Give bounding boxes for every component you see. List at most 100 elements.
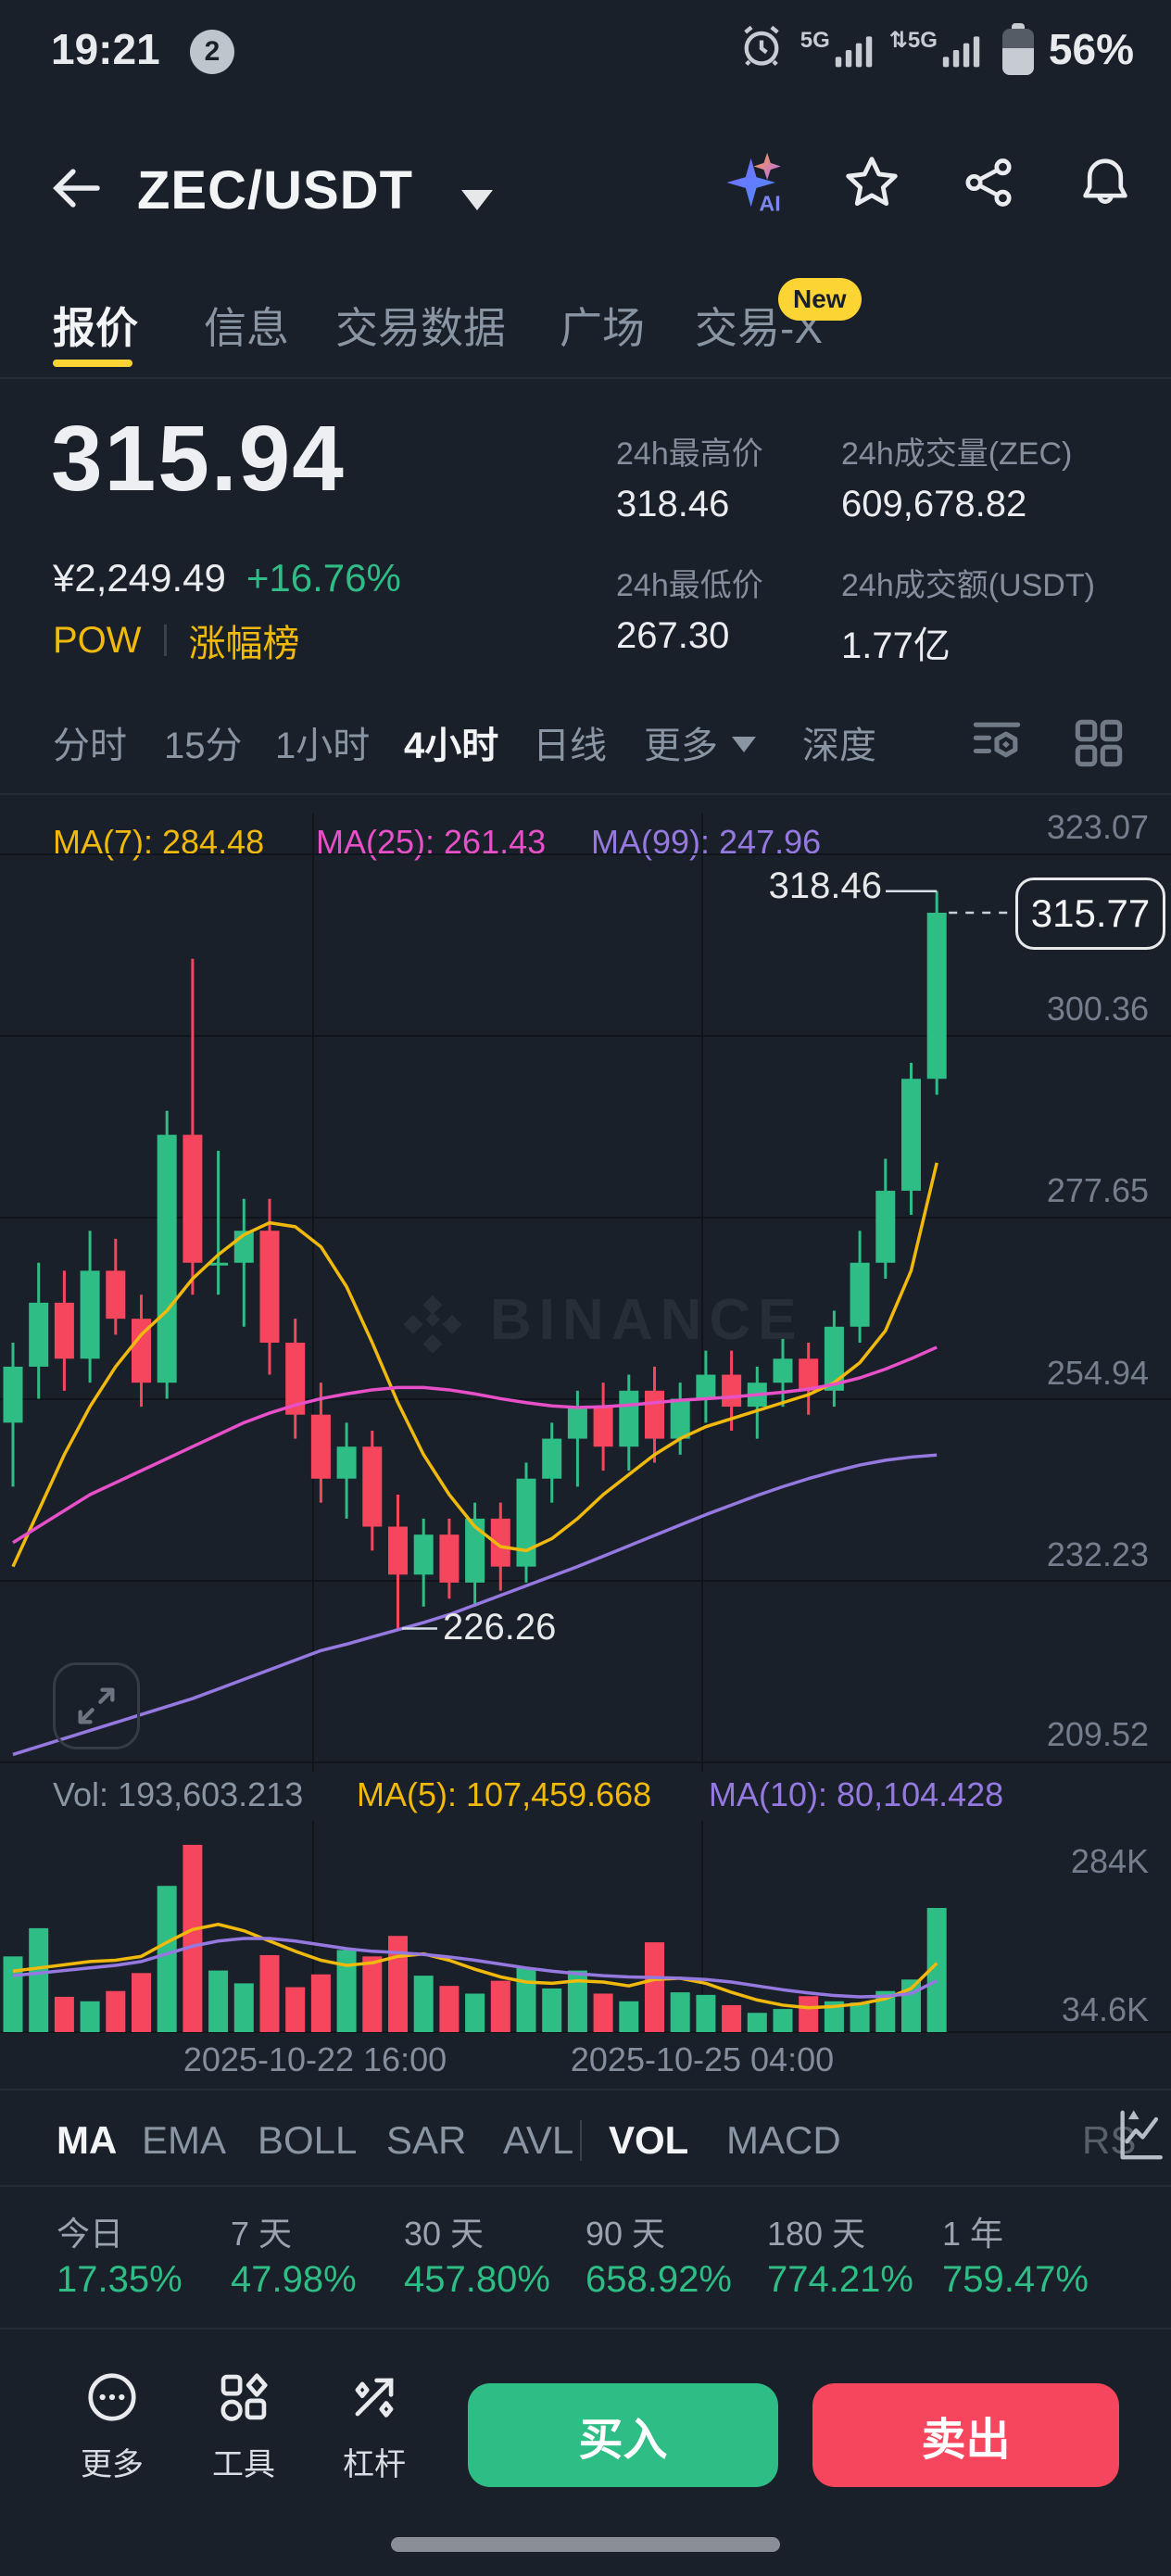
stat-low-value: 267.30 xyxy=(616,615,730,656)
battery-icon xyxy=(1001,22,1034,75)
home-indicator[interactable] xyxy=(391,2537,780,2552)
indicator-tabs-separator xyxy=(580,2120,582,2161)
leverage-button[interactable]: 杠杆 xyxy=(323,2368,425,2484)
tf-more-caret[interactable] xyxy=(732,737,756,752)
stat-turnover-label: 24h成交额(USDT) xyxy=(841,568,1095,603)
vol-axis-tick: 34.6K xyxy=(1061,1990,1149,2028)
fiat-price-row: ¥2,249.49 +16.76% xyxy=(53,556,401,600)
perf-30d-value: 457.80% xyxy=(404,2259,550,2300)
perf-90d-label: 90 天 xyxy=(586,2215,666,2253)
indicator-tab-ma[interactable]: MA xyxy=(57,2118,118,2162)
y-axis-tick: 254.94 xyxy=(1046,1354,1149,1392)
tab-quote[interactable]: 报价 xyxy=(53,304,138,352)
perf-180d-value: 774.21% xyxy=(767,2259,913,2300)
pair-title[interactable]: ZEC/USDT xyxy=(137,160,413,221)
tag-pow[interactable]: POW xyxy=(53,619,142,661)
status-time: 19:21 xyxy=(51,25,160,73)
tf-1h[interactable]: 1小时 xyxy=(275,726,371,766)
alarm-icon xyxy=(737,22,786,75)
y-axis-tick: 232.23 xyxy=(1046,1535,1149,1573)
tag-row: POW 涨幅榜 xyxy=(53,613,300,667)
divider xyxy=(0,2328,1171,2330)
more-button[interactable]: 更多 xyxy=(61,2368,163,2484)
status-right-cluster: 5G ⇅5G 56% xyxy=(737,22,1134,75)
indicator-tab-macd[interactable]: MACD xyxy=(726,2118,841,2162)
volume-chart[interactable] xyxy=(0,1821,1171,2037)
pair-dropdown-caret[interactable] xyxy=(461,190,493,210)
perf-1y-value: 759.47% xyxy=(942,2259,1089,2300)
divider xyxy=(0,377,1171,379)
binance-watermark: BINANCE xyxy=(394,1281,803,1358)
x-axis-date: 2025-10-25 04:00 xyxy=(570,2040,835,2078)
header-actions: AI xyxy=(723,150,1138,216)
y-axis-tick: 300.36 xyxy=(1046,990,1149,1028)
fullscreen-expand-button[interactable] xyxy=(53,1662,140,1749)
tf-depth[interactable]: 深度 xyxy=(802,726,876,766)
indicator-tab-ema[interactable]: EMA xyxy=(142,2118,227,2162)
binance-logo-icon xyxy=(403,1294,462,1354)
more-ellipsis-icon xyxy=(88,2373,136,2421)
perf-180d-label: 180 天 xyxy=(767,2215,866,2253)
tf-4h[interactable]: 4小时 xyxy=(404,726,499,766)
more-label: 更多 xyxy=(81,2447,144,2482)
perf-7d-label: 7 天 xyxy=(231,2215,293,2253)
tools-shapes-icon xyxy=(220,2373,268,2421)
tf-minute[interactable]: 分时 xyxy=(53,726,127,766)
back-button[interactable] xyxy=(46,156,111,221)
stat-turnover-value: 1.77亿 xyxy=(841,625,951,666)
stat-low-label: 24h最低价 xyxy=(616,568,763,603)
sell-button[interactable]: 卖出 xyxy=(812,2383,1119,2487)
stat-volume-value: 609,678.82 xyxy=(841,484,1027,524)
change-percent: +16.76% xyxy=(246,556,401,600)
share-icon[interactable] xyxy=(956,150,1021,215)
tf-1d[interactable]: 日线 xyxy=(533,726,607,766)
tab-square[interactable]: 广场 xyxy=(560,304,645,352)
tag-gainers-rank[interactable]: 涨幅榜 xyxy=(188,624,300,664)
buy-button[interactable]: 买入 xyxy=(468,2383,778,2487)
perf-today-label: 今日 xyxy=(57,2215,124,2253)
y-axis-tick: 277.65 xyxy=(1046,1171,1149,1209)
battery-percent: 56% xyxy=(1048,24,1134,73)
new-badge: New xyxy=(778,278,862,321)
perf-30d-label: 30 天 xyxy=(404,2215,485,2253)
vol-ma10-legend: MA(10): 80,104.428 xyxy=(709,1775,1004,1813)
tab-trading-data[interactable]: 交易数据 xyxy=(335,304,506,352)
fiat-price: ¥2,249.49 xyxy=(53,556,226,600)
candlestick-chart[interactable] xyxy=(0,814,1171,1772)
leverage-arrow-icon xyxy=(355,2378,394,2418)
y-axis-tick: 209.52 xyxy=(1046,1715,1149,1753)
divider xyxy=(0,793,1171,795)
indicator-chart-icon[interactable] xyxy=(1114,2105,1167,2165)
svg-text:AI: AI xyxy=(759,192,780,216)
notification-count-badge: 2 xyxy=(190,30,234,74)
active-tab-underline xyxy=(53,360,132,367)
indicator-tab-boll[interactable]: BOLL xyxy=(258,2118,358,2162)
favorite-star-icon[interactable] xyxy=(839,150,904,215)
last-price: 315.94 xyxy=(51,407,346,511)
tab-info[interactable]: 信息 xyxy=(204,304,289,352)
perf-90d-value: 658.92% xyxy=(586,2259,732,2300)
stat-high-label: 24h最高价 xyxy=(616,436,763,472)
grid-layout-icon[interactable] xyxy=(1067,712,1130,779)
perf-1y-label: 1 年 xyxy=(942,2215,1004,2253)
x-axis-date: 2025-10-22 16:00 xyxy=(183,2040,447,2078)
y-axis-tick: 323.07 xyxy=(1046,808,1149,846)
tf-more[interactable]: 更多 xyxy=(644,726,718,766)
indicator-settings-icon[interactable] xyxy=(965,712,1028,779)
current-price-tag[interactable]: 315.77 xyxy=(1015,878,1165,950)
notification-bell-icon[interactable] xyxy=(1073,150,1138,215)
low-price-annotation: 226.26 xyxy=(443,1607,557,1648)
vol-legend: Vol: 193,603.213 xyxy=(53,1775,304,1813)
ai-assistant-icon[interactable]: AI xyxy=(723,150,787,216)
perf-7d-value: 47.98% xyxy=(231,2259,357,2300)
tf-15m[interactable]: 15分 xyxy=(164,726,243,766)
tools-label: 工具 xyxy=(212,2447,275,2482)
indicator-tab-avl[interactable]: AVL xyxy=(503,2118,574,2162)
divider xyxy=(0,2185,1171,2187)
tools-button[interactable]: 工具 xyxy=(193,2368,295,2484)
signal-5g-icon-2: ⇅5G xyxy=(889,27,982,70)
divider xyxy=(0,2089,1171,2090)
indicator-tab-sar[interactable]: SAR xyxy=(386,2118,467,2162)
indicator-tab-vol[interactable]: VOL xyxy=(609,2118,689,2162)
